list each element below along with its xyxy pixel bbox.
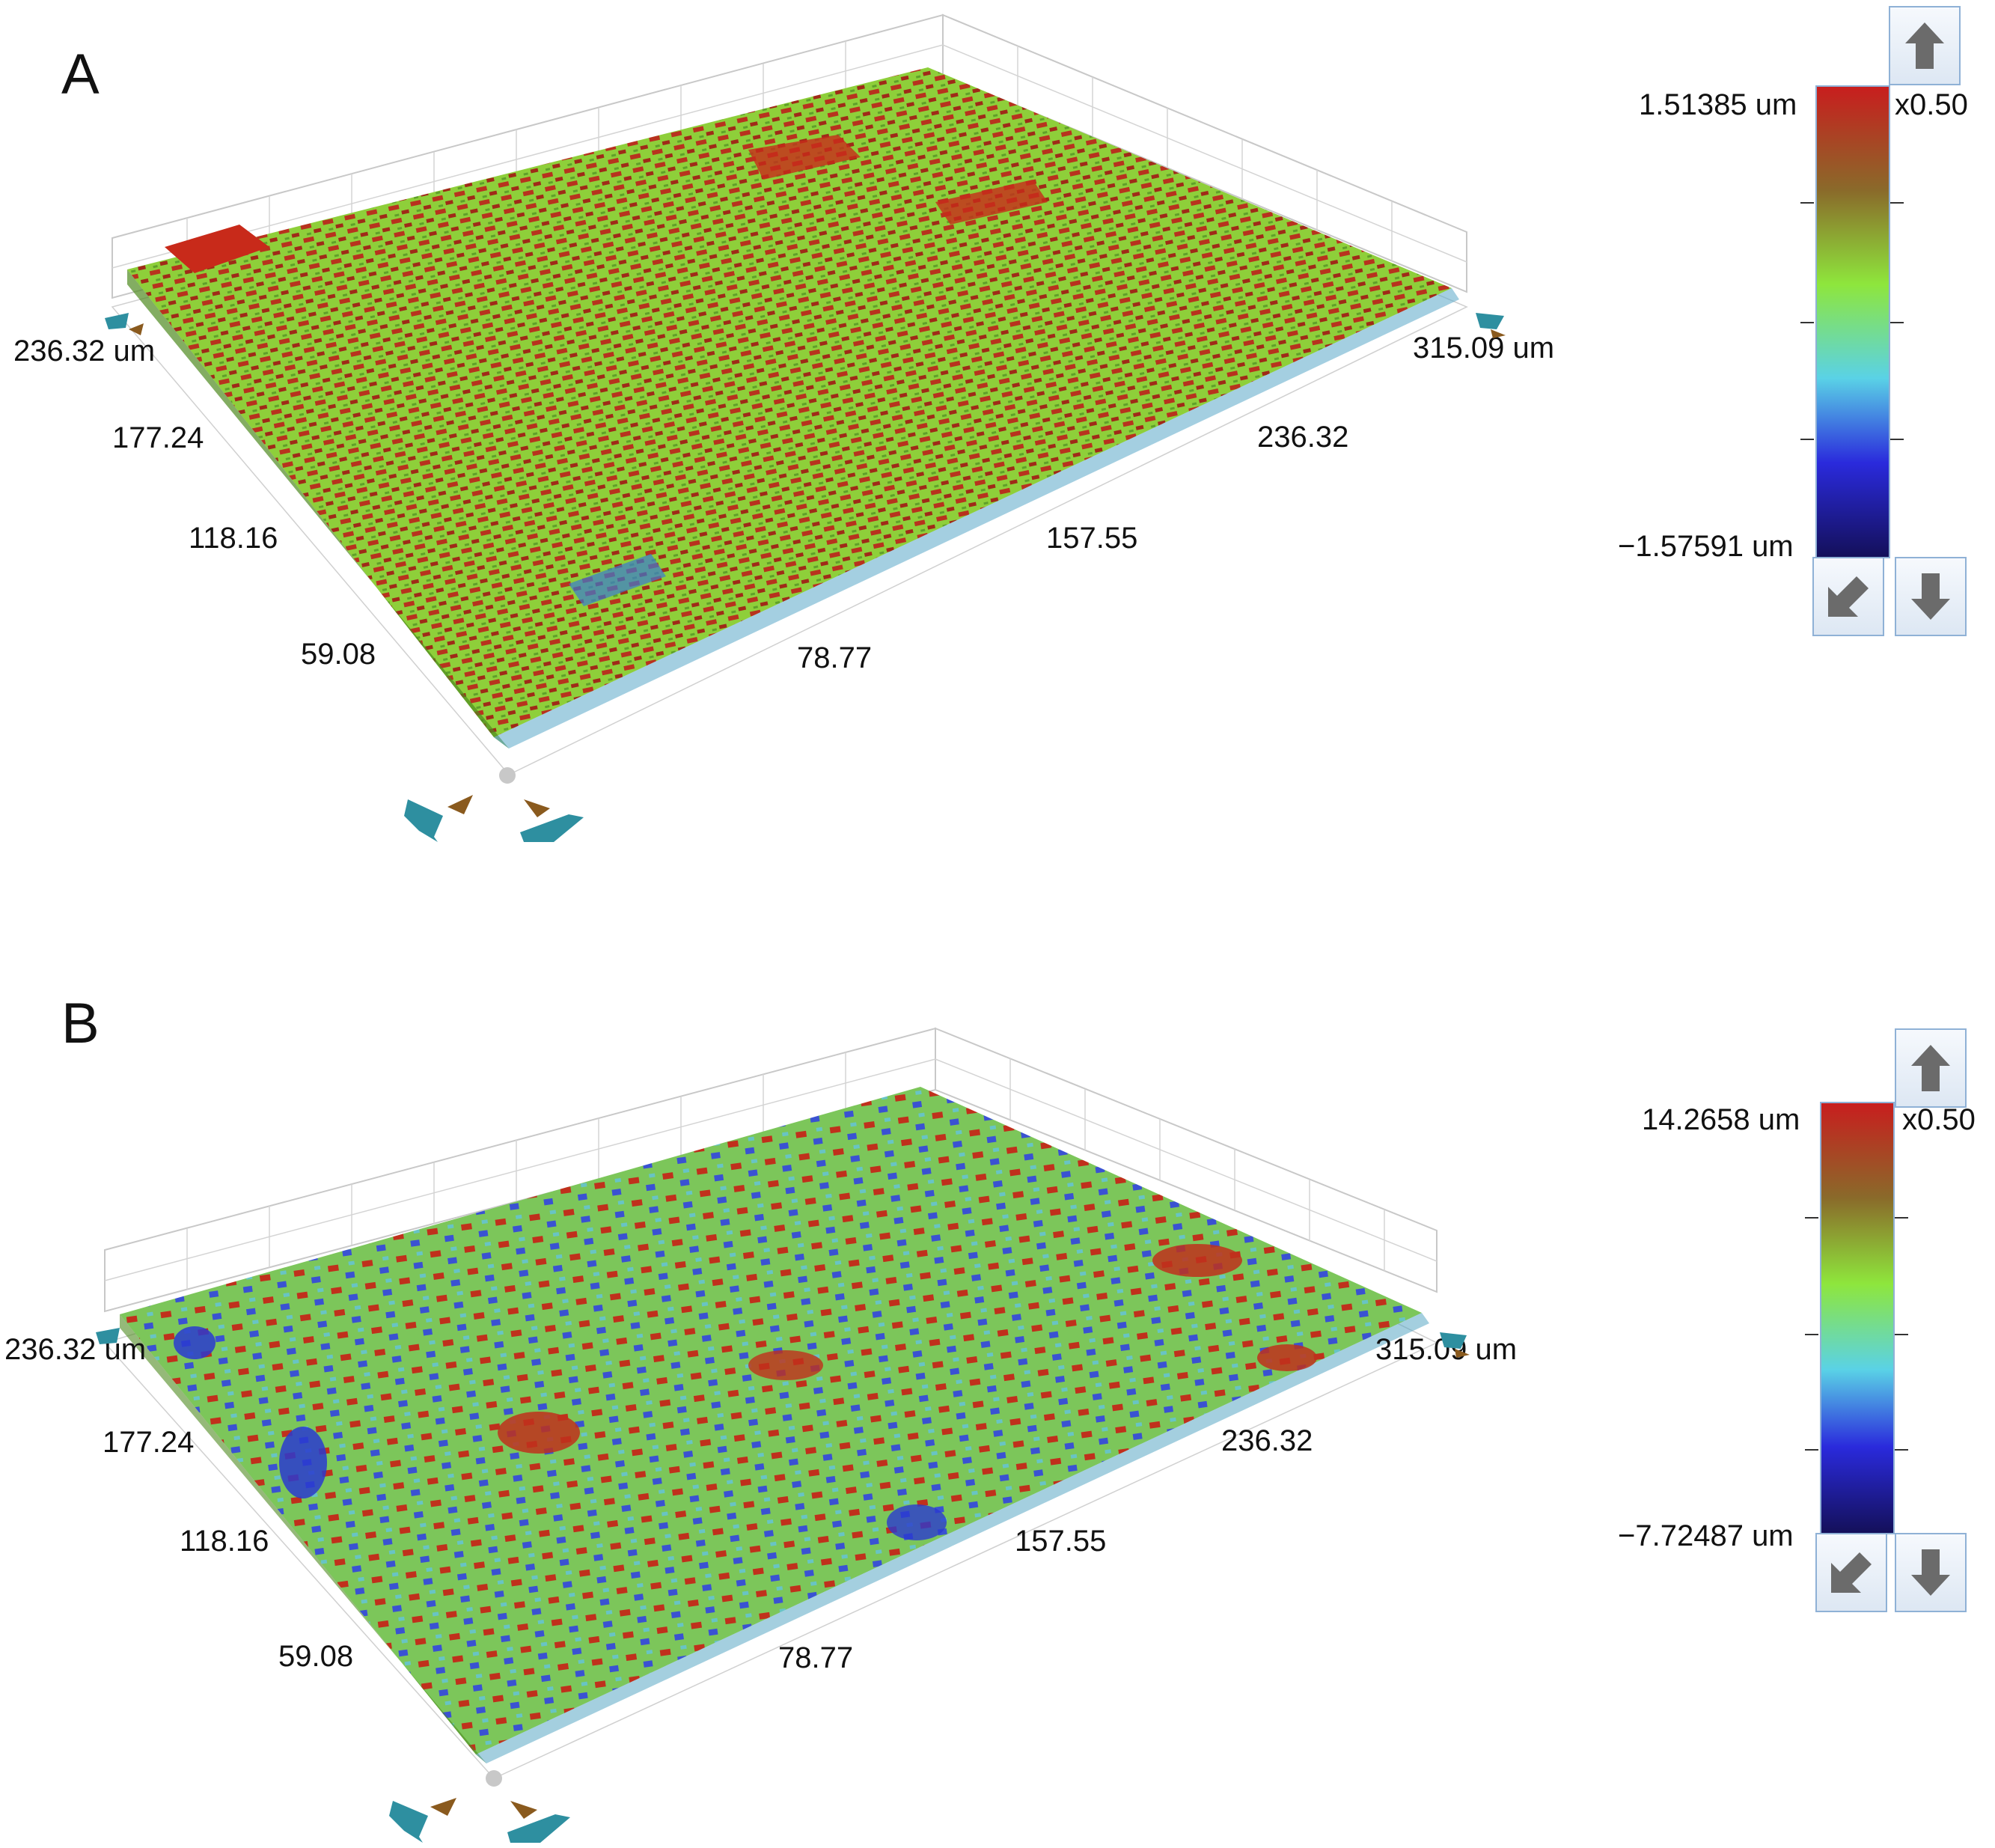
colorbar-min-label: −7.72487 um xyxy=(1618,1519,1794,1552)
rotate-handle-icon[interactable] xyxy=(507,1801,570,1843)
colorbar-tick xyxy=(1800,439,1814,440)
surface-mesh-b xyxy=(120,1087,1429,1763)
surface-mesh-a xyxy=(127,67,1459,748)
rotate-handle-icon[interactable] xyxy=(404,795,473,842)
x-tick-label: 78.77 xyxy=(797,641,872,674)
arrow-down-left-icon xyxy=(1828,576,1869,617)
surface-plot-b[interactable]: 236.32 um 177.24 118.16 59.08 78.77 157.… xyxy=(0,924,1995,1847)
x-tick-label: 236.32 xyxy=(1257,421,1348,454)
y-tick-label: 59.08 xyxy=(301,638,376,671)
y-axis-end-label: 236.32 um xyxy=(13,335,155,368)
surface-plot-a[interactable]: 236.32 um 177.24 118.16 59.08 78.77 157.… xyxy=(0,0,1995,924)
rotate-handle-icon[interactable] xyxy=(389,1798,456,1843)
colorbar-max-label: 1.51385 um xyxy=(1639,88,1797,121)
scale-down-button[interactable] xyxy=(1895,1533,1967,1612)
y-tick-label: 59.08 xyxy=(278,1640,353,1673)
colorbar xyxy=(1820,1102,1895,1534)
y-tick-label: 118.16 xyxy=(180,1525,269,1558)
grid-back-wall-b xyxy=(104,1027,1438,1313)
y-tick-label: 177.24 xyxy=(103,1426,194,1459)
origin-point xyxy=(499,767,516,784)
panel-a: A xyxy=(0,0,1995,924)
colorbar-tick xyxy=(1800,202,1814,204)
x-axis-end-label: 315.09 um xyxy=(1413,332,1554,365)
arrow-down-left-icon xyxy=(1831,1552,1872,1593)
y-tick-label: 118.16 xyxy=(189,522,278,555)
rotate-handle-icon[interactable] xyxy=(96,1328,120,1344)
origin-point xyxy=(486,1770,502,1787)
x-tick-label: 236.32 xyxy=(1221,1424,1313,1457)
reset-scale-button[interactable] xyxy=(1815,1533,1887,1612)
colorbar-tick xyxy=(1805,1449,1818,1451)
colorbar-tick xyxy=(1895,1334,1908,1335)
y-tick-label: 177.24 xyxy=(112,421,204,454)
scale-up-button[interactable] xyxy=(1895,1028,1967,1108)
reset-scale-button[interactable] xyxy=(1812,557,1884,636)
arrow-down-icon xyxy=(1911,1549,1950,1596)
scale-down-button[interactable] xyxy=(1895,557,1967,636)
arrow-down-icon xyxy=(1911,573,1950,620)
colorbar xyxy=(1815,85,1890,558)
panel-b: B xyxy=(0,924,1995,1847)
y-axis-end-label: 236.32 um xyxy=(4,1333,146,1366)
x-tick-label: 78.77 xyxy=(778,1641,853,1674)
rotate-handle-icon[interactable] xyxy=(1476,313,1506,338)
rotate-handle-icon[interactable] xyxy=(105,313,144,335)
scale-up-button[interactable] xyxy=(1889,6,1961,85)
colorbar-scale-label: x0.50 xyxy=(1895,88,1968,121)
colorbar-max-label: 14.2658 um xyxy=(1642,1103,1800,1136)
colorbar-tick xyxy=(1890,202,1904,204)
colorbar-tick xyxy=(1890,322,1904,323)
colorbar-tick xyxy=(1895,1217,1908,1219)
colorbar-tick xyxy=(1895,1449,1908,1451)
grid-lines-b xyxy=(104,1052,1438,1290)
panel-label: A xyxy=(61,43,100,106)
panel-label: B xyxy=(61,992,100,1055)
colorbar-min-label: −1.57591 um xyxy=(1618,530,1794,563)
colorbar-tick xyxy=(1805,1334,1818,1335)
colorbar-tick xyxy=(1890,439,1904,440)
rotate-handle-icon[interactable] xyxy=(1440,1332,1470,1358)
rotate-handle-icon[interactable] xyxy=(520,799,584,842)
x-tick-label: 157.55 xyxy=(1046,522,1137,555)
colorbar-tick xyxy=(1800,322,1814,323)
arrow-up-icon xyxy=(1905,22,1944,69)
x-tick-label: 157.55 xyxy=(1015,1525,1106,1558)
colorbar-tick xyxy=(1805,1217,1818,1219)
arrow-up-icon xyxy=(1911,1045,1950,1091)
colorbar-scale-label: x0.50 xyxy=(1902,1103,1976,1136)
